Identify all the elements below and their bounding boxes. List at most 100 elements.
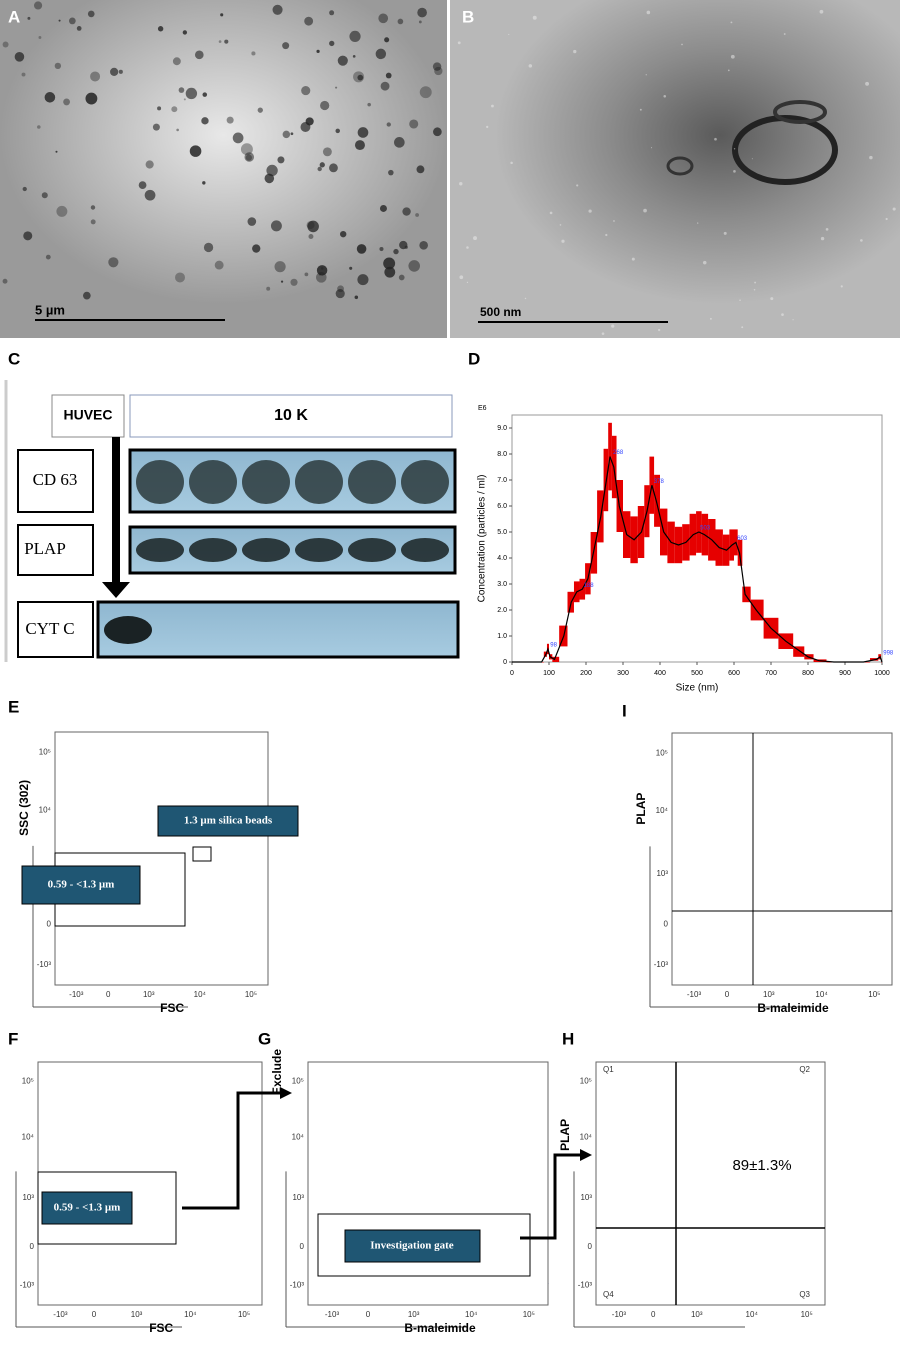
particle (524, 297, 527, 300)
particle (384, 37, 390, 43)
particle (144, 189, 156, 201)
x-tick-label: -10³ (612, 1310, 627, 1319)
x-tick-label: 0 (725, 990, 730, 999)
y-tick-label: 10³ (22, 1193, 34, 1202)
x-tick-label: 10⁵ (245, 990, 257, 999)
particle (860, 239, 863, 242)
particle (383, 257, 396, 270)
x-tick-label: -10³ (325, 1310, 340, 1319)
y-axis-label: Concentration (particles / ml) (477, 475, 488, 603)
particle (274, 261, 286, 273)
particle (379, 246, 384, 252)
particle (266, 164, 278, 177)
particle (357, 274, 369, 286)
particle (643, 208, 647, 213)
particle (251, 51, 256, 56)
panel-label: D (468, 349, 480, 368)
particle (282, 42, 290, 50)
particle (419, 240, 428, 250)
particle (730, 21, 733, 24)
particle (402, 207, 411, 216)
y-axis-label: SSC (302) (17, 780, 31, 836)
particle (631, 257, 635, 261)
particle (178, 87, 185, 93)
particle (33, 1, 43, 10)
band (401, 460, 449, 504)
particle (319, 162, 325, 168)
y-tick-label: 10³ (292, 1193, 304, 1202)
particle (277, 156, 285, 164)
particle (224, 39, 229, 44)
bands (104, 460, 449, 644)
x-tick-label: 10³ (143, 990, 155, 999)
plot-frame (54, 731, 269, 986)
particle (90, 205, 96, 210)
particle (386, 122, 391, 127)
blot-strip (128, 448, 457, 514)
particle (650, 147, 653, 149)
particle (398, 274, 405, 281)
particle (23, 231, 33, 241)
particle (183, 98, 186, 101)
particle (282, 130, 291, 139)
particle (110, 67, 119, 77)
error-band (742, 586, 751, 603)
particle (54, 62, 62, 70)
row-label: PLAP (24, 539, 66, 558)
particle (588, 209, 592, 213)
x-axis-label: FSC (149, 1321, 173, 1335)
peak-label: 503 (700, 526, 711, 532)
y-unit: E6 (478, 405, 487, 412)
particle (357, 74, 364, 81)
particle (601, 332, 605, 335)
gate (192, 846, 212, 862)
blot-strip (128, 525, 457, 575)
x-tick-label: -10³ (687, 990, 702, 999)
particle (37, 125, 41, 129)
panel-label: E (8, 697, 19, 716)
panel-label: B (462, 7, 474, 26)
x-tick-label: 10³ (763, 990, 775, 999)
particle (335, 86, 338, 89)
particle (605, 233, 608, 237)
particle (272, 4, 283, 15)
particle (290, 132, 294, 136)
y-tick-label: -10³ (37, 960, 52, 969)
particle (393, 248, 399, 255)
particle (118, 69, 123, 74)
error-band (654, 474, 660, 527)
panel-label: A (8, 7, 20, 26)
particle (329, 163, 338, 173)
particle (697, 222, 699, 224)
gate-label: 1.3 µm silica beads (184, 815, 273, 827)
y-tick-label: -10³ (654, 960, 669, 969)
arrow (102, 582, 130, 598)
particle (138, 181, 147, 189)
particle (68, 17, 76, 25)
particle (397, 18, 404, 25)
particle (645, 74, 647, 76)
connector (182, 1091, 280, 1210)
particle (384, 266, 396, 278)
y-tick-label: 0 (300, 1242, 305, 1251)
particle (172, 57, 181, 66)
x-axis-label: Size (nm) (676, 683, 719, 694)
x-tick-label: 10⁴ (815, 990, 828, 999)
particle (792, 319, 794, 321)
error-band (881, 662, 882, 663)
particle (486, 125, 489, 129)
plot-frame (307, 1061, 549, 1306)
particle (573, 49, 577, 54)
particle (252, 244, 261, 253)
x-tick-label: 0 (106, 990, 111, 999)
particle (290, 278, 298, 286)
particle (76, 26, 82, 31)
particle (491, 104, 494, 108)
peak-label: 188 (584, 583, 595, 589)
band (136, 538, 184, 562)
particle (329, 10, 335, 16)
particle (379, 204, 387, 212)
scale-label: 5 µm (35, 302, 65, 317)
particle (394, 137, 405, 148)
